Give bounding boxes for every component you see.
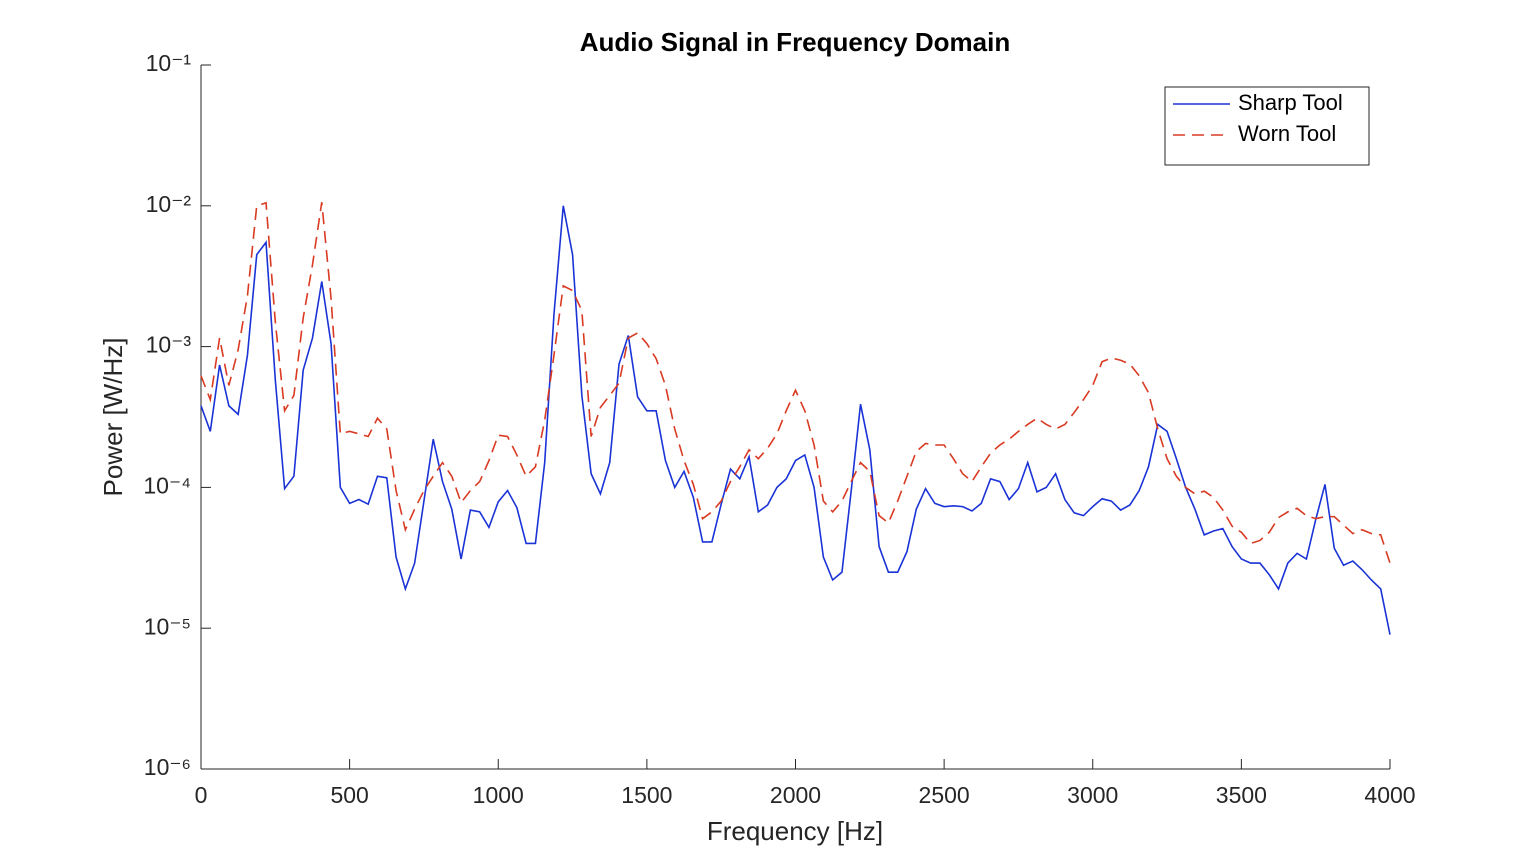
data-line [200,205,1391,635]
y-tick-label: 10⁻⁵ [144,613,191,639]
legend-label: Worn Tool [1238,121,1336,146]
x-tick-label: 1500 [621,782,672,808]
y-tick-label: 10⁻³ [146,332,192,358]
x-tick-label: 4000 [1364,782,1415,808]
legend-label: Sharp Tool [1238,90,1343,115]
x-tick-label: 1000 [473,782,524,808]
y-tick-label: 10⁻² [146,191,192,217]
x-tick-label: 3500 [1216,782,1267,808]
x-tick-label: 2000 [770,782,821,808]
x-tick-label: 3000 [1067,782,1118,808]
x-tick-label: 2500 [919,782,970,808]
y-tick-label: 10⁻¹ [146,50,192,76]
legend-box [1164,86,1370,166]
y-tick-label: 10⁻⁶ [144,754,191,780]
x-axis-label: Frequency [Hz] [707,816,883,846]
y-tick-label: 10⁻⁴ [143,472,191,498]
x-tick-label: 0 [195,782,208,808]
chart-title: Audio Signal in Frequency Domain [580,27,1011,57]
data-line [200,201,1391,564]
y-axis-label: Power [W/Hz] [98,338,128,497]
x-tick-label: 500 [330,782,368,808]
